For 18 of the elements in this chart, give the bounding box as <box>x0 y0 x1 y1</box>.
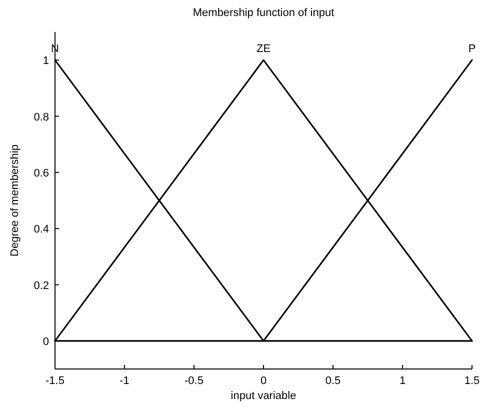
x-tick-label: -1.5 <box>46 375 64 387</box>
y-axis-title: Degree of membership <box>9 144 21 256</box>
y-tick-label: 0 <box>42 336 49 348</box>
x-tick-label: 0.5 <box>325 375 341 387</box>
x-tick-label: -1 <box>120 375 130 387</box>
series-label: P <box>468 43 476 56</box>
x-tick-label: 1.5 <box>464 375 480 387</box>
chart-title: Membership function of input <box>192 7 334 19</box>
x-axis-title: input variable <box>230 390 296 402</box>
y-tick-label: 0.8 <box>34 111 49 124</box>
y-tick-label: 1 <box>42 55 49 68</box>
y-tick-label: 0.4 <box>34 224 49 236</box>
x-tick-label: 0 <box>260 375 267 387</box>
y-tick-label: 0.2 <box>34 280 49 292</box>
y-tick-label: 0.6 <box>34 167 49 180</box>
series-label: ZE <box>256 43 271 56</box>
x-tick-label: -0.5 <box>184 375 204 387</box>
x-tick-label: 1 <box>399 375 406 387</box>
